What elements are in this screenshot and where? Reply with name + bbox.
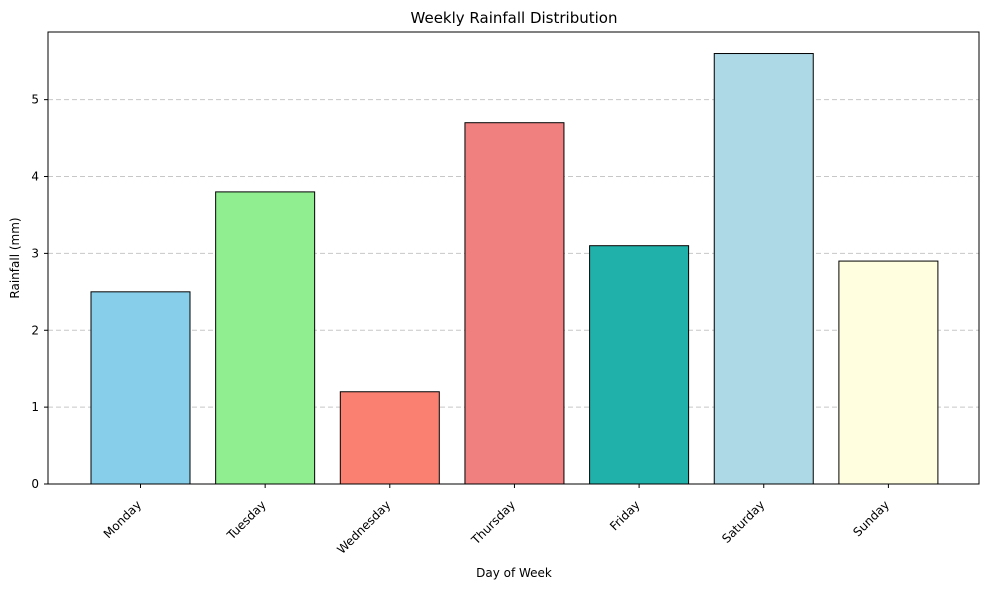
x-axis-label: Day of Week — [476, 566, 552, 580]
bars-layer — [90, 53, 939, 485]
y-tick-label: 1 — [31, 400, 39, 414]
bar-friday — [589, 245, 690, 485]
y-tick-label: 5 — [31, 93, 39, 107]
bar-sunday — [838, 260, 939, 485]
bar-monday — [90, 291, 191, 485]
bar-tuesday — [215, 191, 316, 485]
y-tick-label: 0 — [31, 477, 39, 491]
y-ticks-layer: 0 1 2 3 4 5 — [31, 93, 48, 491]
chart-title: Weekly Rainfall Distribution — [411, 9, 618, 27]
y-tick-label: 2 — [31, 323, 39, 337]
bar-thursday — [464, 122, 565, 485]
plot-area-frame — [47, 31, 980, 485]
y-tick-label: 4 — [31, 170, 39, 184]
y-axis-label: Rainfall (mm) — [8, 217, 22, 298]
bar-saturday — [713, 53, 814, 485]
y-tick-label: 3 — [31, 246, 39, 260]
bar-wednesday — [339, 391, 440, 485]
